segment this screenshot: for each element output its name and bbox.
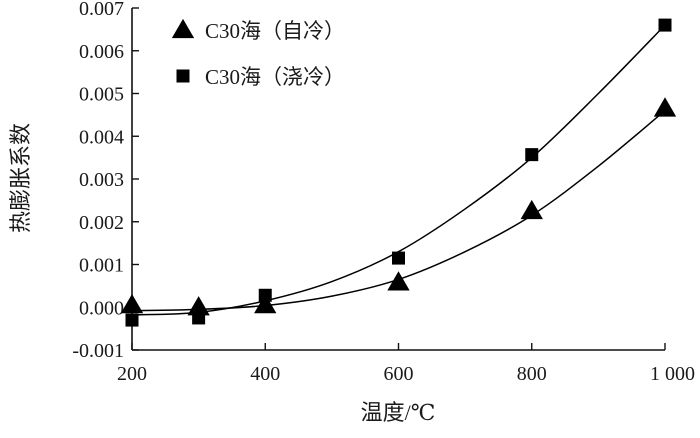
square-data-point	[192, 311, 206, 325]
square-data-point	[125, 313, 139, 327]
legend-label: C30海（自冷）	[205, 19, 345, 43]
x-tick-label: 400	[250, 363, 280, 385]
square-data-point	[525, 148, 539, 162]
y-tick-label: 0.004	[79, 126, 124, 148]
axes	[131, 8, 665, 351]
triangle-data-point	[254, 293, 277, 314]
fit-curve-series-2	[131, 24, 666, 316]
square-data-point	[658, 18, 672, 32]
y-tick-label: 0.006	[79, 41, 124, 63]
y-tick-label: 0.007	[79, 0, 124, 20]
triangle-data-point	[120, 293, 144, 314]
y-tick-label: 0.002	[79, 212, 124, 234]
square-data-point	[392, 251, 405, 265]
square-data-point	[258, 288, 272, 302]
triangle-data-point	[187, 296, 210, 316]
legend-triangle-icon	[171, 18, 195, 39]
y-tick-label: 0.003	[79, 169, 124, 191]
legend: C30海（自冷） C30海（浇冷）	[171, 18, 345, 89]
tick-marks	[131, 7, 666, 351]
x-axis-label: 温度/℃	[361, 400, 436, 425]
x-tick-label: 1 000	[650, 363, 695, 385]
y-tick-label: -0.001	[72, 340, 124, 362]
y-axis-label: 热膨胀系数	[8, 123, 33, 233]
triangle-data-point	[387, 271, 410, 291]
triangle-data-point	[520, 199, 543, 220]
legend-square-icon	[176, 69, 190, 83]
triangle-data-point	[653, 97, 677, 117]
y-tick-label: 0.005	[79, 84, 124, 106]
x-tick-label: 800	[517, 363, 547, 385]
legend-label: C30海（浇冷）	[205, 65, 345, 89]
data-points	[120, 18, 677, 327]
y-tick-label: 0.001	[79, 255, 124, 277]
x-tick-label: 600	[384, 363, 414, 385]
tick-labels: -0.001 0.000 0.001 0.002 0.003 0.004 0.005 0.00…	[72, 0, 695, 385]
y-tick-label: 0.000	[79, 297, 124, 319]
x-tick-label: 200	[117, 363, 147, 385]
